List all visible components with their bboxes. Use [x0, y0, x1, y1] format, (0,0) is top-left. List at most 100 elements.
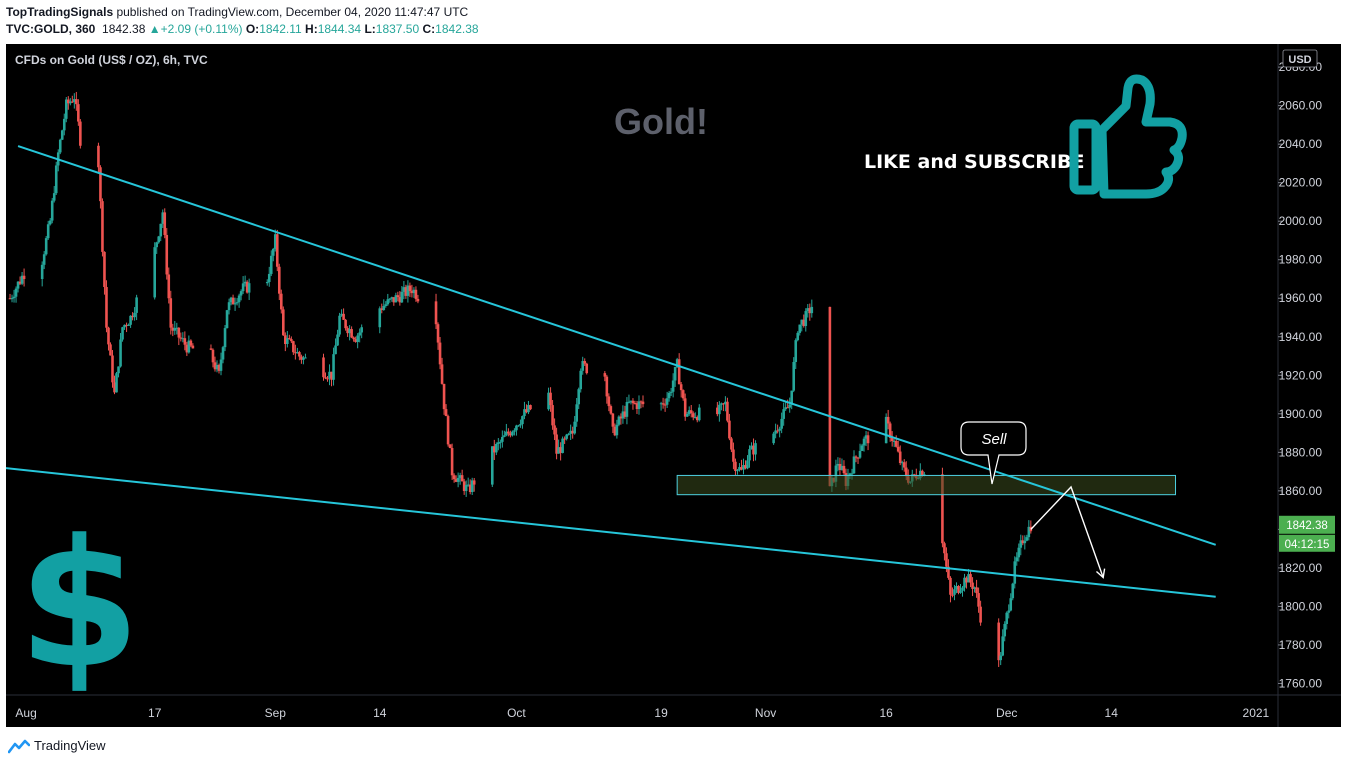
currency-label: USD	[1288, 54, 1311, 66]
bearish-candle	[611, 413, 615, 427]
bearish-candle	[856, 457, 860, 459]
bearish-candle	[728, 420, 731, 439]
bullish-candle	[685, 413, 689, 417]
bullish-candle	[1023, 540, 1027, 544]
bearish-candle	[446, 416, 450, 445]
bearish-candle	[71, 101, 74, 103]
bearish-candle	[949, 577, 952, 595]
bearish-candle	[177, 327, 181, 338]
bullish-candle	[792, 362, 796, 391]
bullish-candle	[667, 392, 671, 399]
bullish-candle	[804, 311, 808, 327]
bearish-candle	[217, 364, 221, 371]
bullish-candle	[565, 434, 568, 439]
bullish-candle	[953, 589, 956, 595]
author-name[interactable]: TopTradingSignals	[6, 5, 114, 19]
tradingview-logo-icon[interactable]	[8, 738, 30, 754]
bullish-candle	[862, 438, 866, 446]
x-tick-label: 17	[148, 706, 162, 720]
bearish-candle	[460, 475, 464, 482]
bearish-candle	[945, 553, 948, 567]
bearish-candle	[977, 593, 980, 607]
bearish-candle	[732, 449, 735, 462]
bullish-candle	[1007, 610, 1011, 613]
bullish-candle	[796, 332, 800, 341]
bullish-candle	[523, 409, 526, 417]
bearish-candle	[842, 465, 846, 474]
bearish-candle	[828, 306, 832, 487]
last-price-badge: 1842.38 04:12:15	[1279, 515, 1335, 552]
bearish-candle	[716, 407, 719, 415]
bullish-candle	[780, 418, 783, 429]
bullish-candle	[466, 484, 470, 486]
currency-box[interactable]	[1282, 49, 1318, 68]
bearish-candle	[529, 405, 532, 410]
chart-area[interactable]: 1760.001780.001800.001820.001840.001860.…	[6, 44, 1341, 727]
bearish-candle	[79, 121, 82, 146]
bearish-candle	[635, 403, 639, 410]
bearish-candle	[921, 470, 924, 476]
bearish-candle	[663, 404, 667, 406]
bearish-candle	[979, 606, 982, 623]
bearish-candle	[691, 413, 695, 418]
bearish-candle	[392, 297, 396, 303]
open-value: 1842.11	[259, 22, 302, 36]
x-tick-label: 14	[1105, 706, 1119, 720]
bullish-candle	[673, 367, 677, 381]
bullish-candle	[836, 463, 840, 466]
chart-canvas[interactable]: 1760.001780.001800.001820.001840.001860.…	[6, 44, 1341, 727]
bullish-candle	[575, 404, 578, 422]
bearish-candle	[125, 324, 128, 326]
bearish-candle	[689, 410, 693, 414]
tradingview-brand[interactable]: TradingView	[34, 738, 106, 753]
bullish-candle	[720, 403, 723, 405]
bullish-candle	[810, 306, 814, 314]
bullish-candle	[659, 403, 663, 405]
bullish-candle	[382, 305, 386, 310]
bullish-candle	[718, 404, 721, 415]
upper-trendline[interactable]	[17, 145, 1217, 546]
bearish-candle	[902, 462, 906, 468]
resistance-zone[interactable]	[676, 474, 1177, 496]
bearish-candle	[619, 416, 623, 419]
bearish-candle	[294, 352, 297, 354]
bullish-candle	[215, 364, 219, 370]
bearish-candle	[103, 251, 106, 287]
chart-subtitle: CFDs on Gold (US$ / OZ), 6h, TVC	[15, 53, 208, 67]
bearish-candle	[607, 396, 611, 407]
bullish-candle	[123, 324, 126, 328]
bearish-candle	[969, 574, 972, 583]
bearish-candle	[734, 461, 737, 471]
symbol-label[interactable]: TVC:GOLD, 360	[6, 22, 96, 36]
bullish-candle	[48, 220, 52, 225]
bearish-candle	[854, 456, 858, 458]
bullish-candle	[14, 288, 18, 297]
bullish-candle	[784, 407, 787, 410]
lower-trendline[interactable]	[6, 467, 1216, 598]
bearish-candle	[975, 587, 978, 594]
bearish-candle	[551, 405, 554, 426]
bearish-candle	[583, 361, 587, 364]
bullish-candle	[1003, 623, 1007, 637]
bullish-candle	[1027, 526, 1031, 538]
bearish-candle	[947, 566, 950, 578]
bullish-candle	[20, 275, 24, 284]
bearish-candle	[585, 363, 589, 374]
bearish-candle	[404, 287, 408, 296]
bullish-candle	[490, 446, 494, 485]
bearish-candle	[1021, 540, 1025, 544]
bullish-candle	[286, 338, 289, 344]
bearish-candle	[971, 582, 974, 589]
bearish-candle	[77, 104, 80, 122]
bearish-candle	[75, 99, 78, 105]
x-tick-label: 2021	[1243, 706, 1270, 720]
bearish-candle	[730, 438, 733, 450]
forecast-arrowhead-icon	[1095, 568, 1106, 579]
bullish-candle	[54, 165, 58, 194]
bullish-candle	[390, 297, 394, 299]
bearish-candle	[681, 390, 685, 399]
bullish-candle	[304, 357, 307, 359]
bullish-candle	[617, 416, 621, 425]
forecast-path[interactable]	[1030, 485, 1104, 578]
bearish-candle	[571, 430, 574, 434]
